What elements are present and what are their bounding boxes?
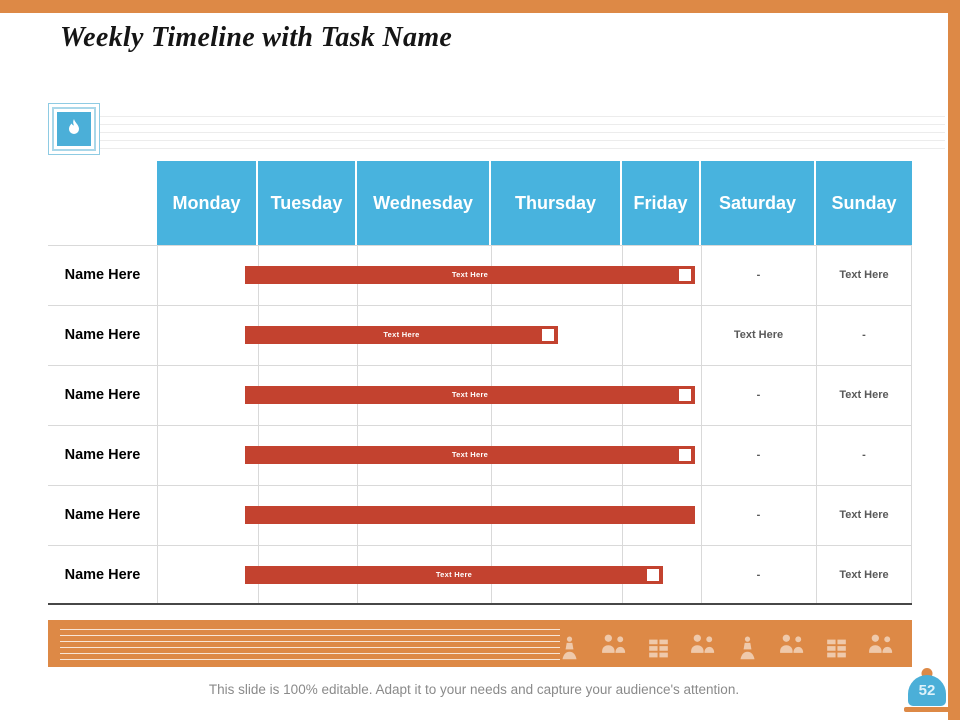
row-separator bbox=[48, 485, 912, 486]
page-title: Weekly Timeline with Task Name bbox=[60, 22, 453, 53]
saturday-cell: - bbox=[756, 389, 761, 401]
saturday-cell: - bbox=[756, 449, 761, 461]
saturday-cell: Text Here bbox=[733, 329, 784, 341]
sunday-cell: Text Here bbox=[839, 389, 889, 401]
flame-icon bbox=[48, 103, 100, 155]
saturday-cell: - bbox=[756, 569, 761, 581]
task-bar-end-marker bbox=[679, 449, 691, 461]
footer-accent-band bbox=[48, 620, 912, 667]
task-bar-end-marker bbox=[542, 329, 554, 341]
saturday-cell: - bbox=[756, 269, 761, 281]
footer-note: This slide is 100% editable. Adapt it to… bbox=[208, 682, 740, 697]
column-gridline bbox=[622, 245, 623, 604]
footer-watermark-icons bbox=[557, 626, 896, 662]
sunday-cell: Text Here bbox=[839, 269, 889, 281]
right-accent-bar bbox=[948, 0, 960, 720]
task-bar-label: Text Here bbox=[383, 330, 420, 340]
table-bottom-border bbox=[48, 603, 912, 605]
presenter-podium-icon bbox=[735, 634, 760, 662]
team-group-icon bbox=[688, 628, 718, 662]
storefront-icon bbox=[646, 634, 671, 662]
top-accent-bar bbox=[0, 0, 960, 13]
sunday-cell: - bbox=[862, 329, 866, 341]
task-bar-end-marker bbox=[679, 389, 691, 401]
task-name: Name Here bbox=[64, 327, 141, 343]
day-header-wednesday: Wednesday bbox=[357, 161, 491, 245]
task-bar-label: Text Here bbox=[435, 570, 473, 580]
task-name: Name Here bbox=[64, 387, 141, 403]
cloche-base bbox=[904, 707, 950, 712]
shelf-rack-icon bbox=[824, 634, 849, 662]
page-number: 52 bbox=[908, 675, 946, 706]
people-pair-icon bbox=[599, 628, 629, 662]
task-bar-end-marker bbox=[679, 269, 691, 281]
task-bar-label: Text Here bbox=[451, 270, 489, 280]
task-name: Name Here bbox=[64, 567, 141, 583]
column-gridline bbox=[816, 245, 817, 604]
cloche-icon: 52 bbox=[904, 668, 950, 714]
row-separator bbox=[48, 365, 912, 366]
people-pair-icon bbox=[777, 628, 807, 662]
task-bar-label: Text Here bbox=[451, 390, 489, 400]
saturday-cell: - bbox=[756, 509, 761, 521]
table-right-border bbox=[911, 245, 912, 604]
task-name: Name Here bbox=[64, 267, 141, 283]
task-bar: Text Here bbox=[245, 566, 663, 584]
flame-glyph bbox=[69, 119, 79, 134]
row-separator bbox=[48, 545, 912, 546]
sunday-cell: Text Here bbox=[839, 569, 889, 581]
cloche-knob bbox=[921, 668, 933, 679]
day-header-thursday: Thursday bbox=[491, 161, 622, 245]
day-header-monday: Monday bbox=[157, 161, 258, 245]
column-gridline bbox=[157, 245, 158, 604]
column-gridline bbox=[357, 245, 358, 604]
sunday-cell: Text Here bbox=[839, 509, 889, 521]
task-bar: Text Here bbox=[245, 446, 695, 464]
task-bar-end-marker bbox=[647, 569, 659, 581]
decorative-ruled-lines bbox=[100, 116, 945, 152]
task-bar bbox=[245, 506, 695, 524]
task-bar: Text Here bbox=[245, 386, 695, 404]
column-gridline bbox=[258, 245, 259, 604]
task-bar: Text Here bbox=[245, 326, 558, 344]
family-icon bbox=[866, 628, 896, 662]
presenter-podium-icon bbox=[557, 634, 582, 662]
row-separator bbox=[48, 305, 912, 306]
task-name: Name Here bbox=[64, 507, 141, 523]
task-name: Name Here bbox=[64, 447, 141, 463]
day-header-tuesday: Tuesday bbox=[258, 161, 357, 245]
day-header-saturday: Saturday bbox=[701, 161, 816, 245]
column-gridline bbox=[701, 245, 702, 604]
footer-ruled-lines bbox=[60, 629, 560, 661]
row-separator bbox=[48, 245, 912, 246]
day-header-friday: Friday bbox=[622, 161, 701, 245]
column-gridline bbox=[491, 245, 492, 604]
day-header-row: Monday Tuesday Wednesday Thursday Friday… bbox=[157, 161, 912, 245]
row-separator bbox=[48, 425, 912, 426]
sunday-cell: - bbox=[862, 449, 866, 461]
task-bar-label: Text Here bbox=[451, 450, 489, 460]
task-bar: Text Here bbox=[245, 266, 695, 284]
day-header-sunday: Sunday bbox=[816, 161, 912, 245]
